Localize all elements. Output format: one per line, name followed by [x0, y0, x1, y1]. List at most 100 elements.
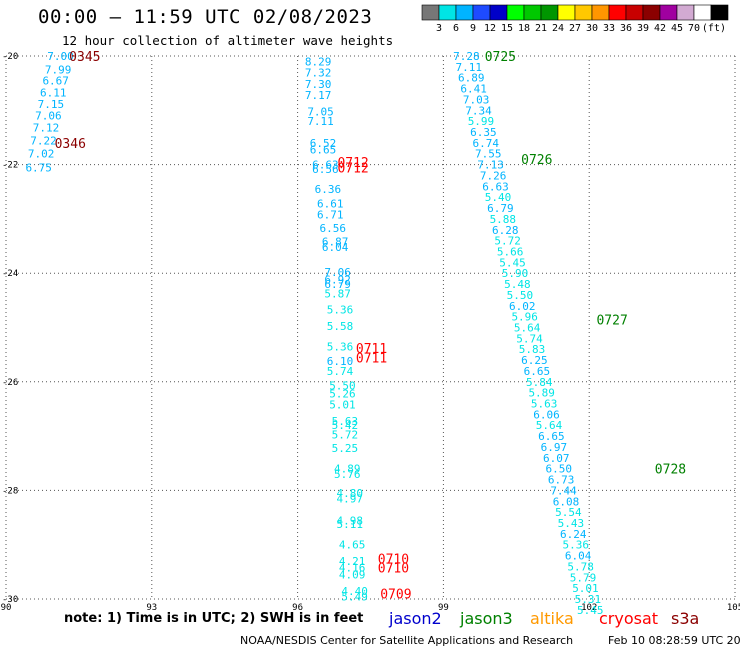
swh-label: 6.87: [322, 236, 349, 249]
swh-label: 7.11: [307, 115, 334, 128]
time-label: 0345: [69, 50, 100, 65]
legend-tick-label: 18: [518, 23, 530, 34]
swh-label: 6.75: [25, 161, 52, 174]
swh-label: 5.50: [329, 380, 356, 393]
swh-label: 4.89: [334, 463, 361, 476]
swh-label: 5.74: [327, 365, 354, 378]
swh-label: 4.21: [339, 555, 366, 568]
swh-label: 7.26: [480, 169, 507, 182]
sat-label-jason3: jason3: [460, 609, 513, 628]
footer-note: note: 1) Time is in UTC; 2) SWH is in fe…: [64, 611, 364, 626]
swh-label: 6.73: [548, 474, 575, 487]
legend-tick-label: 45: [671, 23, 683, 34]
swh-label: 4.09: [339, 569, 366, 582]
sat-label-jason2: jason2: [389, 609, 442, 628]
swh-label: 5.43: [558, 517, 585, 530]
swh-label: 5.01: [329, 399, 356, 412]
credit-timestamp: Feb 10 08:28:59 UTC 2023: [608, 634, 740, 647]
x-tick-label: 90: [1, 603, 12, 613]
swh-label: 7.44: [550, 484, 577, 497]
swh-label: 5.26: [329, 388, 356, 401]
swh-label: 7.30: [305, 78, 332, 91]
swh-label: 4.16: [339, 562, 366, 575]
swh-label: 5.72: [494, 235, 521, 248]
chart-title: 00:00 – 11:59 UTC 02/08/2023: [38, 6, 373, 28]
legend-tick-label: 42: [654, 23, 666, 34]
swh-label: 6.36: [315, 183, 342, 196]
swh-label: 5.76: [334, 468, 361, 481]
swh-label: 5.48: [504, 278, 531, 291]
swh-label: 6.65: [310, 143, 337, 156]
swh-label: 5.64: [514, 322, 541, 335]
swh-label: 5.88: [490, 213, 517, 226]
swh-label: 6.65: [524, 365, 551, 378]
legend-tick-label: 39: [637, 23, 649, 34]
legend-tick-label: 30: [586, 23, 598, 34]
legend-tick-label: 6: [453, 23, 459, 34]
swh-label: 6.28: [492, 224, 519, 237]
swh-label: 6.52: [310, 137, 337, 150]
swh-label: 6.92: [324, 274, 351, 287]
time-label: 0727: [596, 313, 627, 328]
swh-label: 4.97: [336, 493, 363, 506]
time-label: 0709: [380, 588, 411, 603]
swh-label: 6.79: [487, 202, 514, 215]
time-label: 0711: [356, 351, 387, 366]
swh-label: 7.03: [463, 93, 490, 106]
swh-label: 6.04: [322, 241, 349, 254]
swh-label: 5.66: [497, 245, 524, 258]
swh-label: 6.79: [324, 278, 351, 291]
swh-label: 7.13: [477, 159, 504, 172]
legend-tick-label: 24: [552, 23, 564, 34]
time-label: 0710: [378, 552, 409, 567]
swh-label: 7.05: [307, 105, 334, 118]
swh-label: 6.74: [473, 137, 500, 150]
swh-label: 7.00: [47, 50, 73, 63]
y-tick-label: -24: [2, 269, 18, 279]
y-tick-label: -26: [2, 378, 18, 388]
swh-label: 4.80: [336, 487, 363, 500]
swh-label: 6.65: [538, 430, 565, 443]
time-label: 0726: [521, 153, 552, 168]
legend-tick-label: 15: [501, 23, 513, 34]
swh-label: 7.99: [45, 64, 72, 77]
swh-label: 6.67: [42, 74, 68, 87]
swh-label: 5.25: [332, 442, 359, 455]
swh-label: 5.74: [516, 332, 543, 345]
x-tick-label: 102: [581, 603, 597, 613]
swh-label: 5.63: [531, 398, 558, 411]
y-tick-label: -30: [2, 595, 18, 605]
swh-label: 6.41: [460, 83, 487, 96]
swh-label: 5.99: [468, 115, 495, 128]
swh-label: 5.36: [562, 539, 589, 552]
swh-label: 7.06: [35, 110, 62, 123]
y-tick-label: -20: [2, 52, 18, 62]
swh-label: 5.54: [555, 506, 582, 519]
swh-label: 6.50: [545, 463, 572, 476]
legend-unit: (ft): [702, 23, 726, 34]
swh-label: 4.65: [339, 539, 366, 552]
swh-label: 5.01: [572, 582, 599, 595]
swh-label: 5.87: [324, 287, 351, 300]
swh-label: 7.55: [475, 148, 502, 161]
swh-label: 6.07: [543, 452, 570, 465]
swh-label: 5.36: [327, 304, 354, 317]
swh-label: 6.56: [312, 163, 339, 176]
x-tick-label: 99: [438, 603, 449, 613]
swh-label: 6.61: [317, 198, 344, 211]
swh-label: 5.96: [511, 311, 538, 324]
color-scale-legend: 3 6 9 12 15 18 21 24 27 30 33 36 39 42 45 70 (ft): [421, 4, 729, 34]
swh-label: 5.63: [332, 415, 359, 428]
credit-line: NOAA/NESDIS Center for Satellite Applica…: [240, 634, 574, 647]
legend-tick-label: 33: [603, 23, 615, 34]
swh-label: 5.50: [507, 289, 533, 302]
swh-label: 5.89: [528, 387, 555, 400]
swh-label: 7.15: [38, 98, 64, 111]
swh-label: 6.04: [565, 550, 592, 563]
time-label: 0712: [337, 161, 368, 176]
swh-label: 6.02: [509, 300, 536, 313]
swh-label: 6.71: [317, 209, 344, 222]
swh-label: 5.36: [327, 341, 354, 354]
swh-label: 5.49: [341, 590, 368, 603]
